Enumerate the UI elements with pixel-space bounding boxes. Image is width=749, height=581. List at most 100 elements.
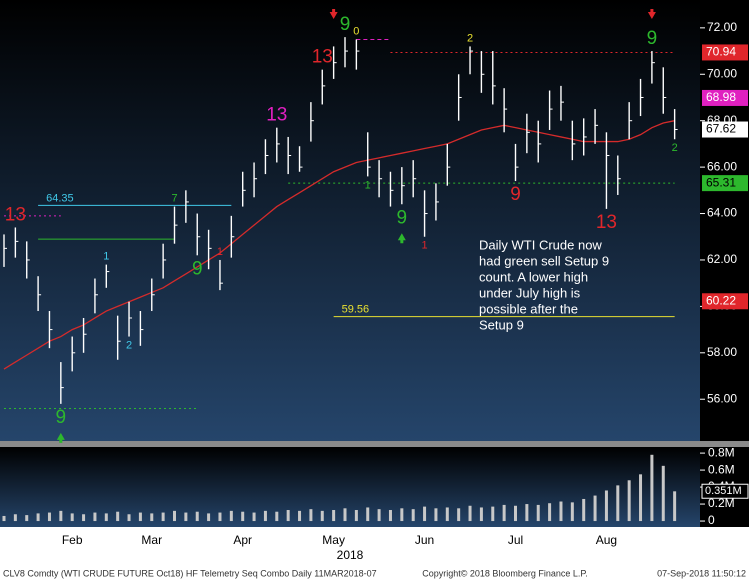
x-tick-label: Jun — [415, 533, 434, 547]
y-tick-label: 56.00 — [707, 391, 737, 405]
volume-bar — [286, 510, 290, 522]
volume-bar — [70, 513, 74, 522]
y-tick-label: 70.00 — [707, 66, 737, 80]
y-tick-label: 58.00 — [707, 345, 737, 359]
x-tick-label: Aug — [596, 533, 617, 547]
price-label-box — [702, 293, 748, 310]
td-count: 9 — [510, 184, 521, 205]
volume-bar — [150, 513, 154, 522]
volume-bar — [229, 510, 233, 522]
annotation-text: Setup 9 — [479, 317, 524, 332]
level-label: 64.35 — [46, 192, 74, 204]
td-count: 13 — [596, 212, 617, 233]
y-tick-label: 66.00 — [707, 159, 737, 173]
volume-bar — [548, 503, 552, 522]
price-label-box — [702, 175, 748, 192]
volume-bar — [661, 465, 665, 522]
td-count: 9 — [56, 407, 67, 428]
volume-bar — [116, 511, 120, 522]
x-tick-label: Apr — [233, 533, 252, 547]
volume-bar — [241, 511, 245, 522]
volume-bar — [184, 512, 188, 522]
td-count: 9 — [397, 207, 408, 228]
volume-bar — [298, 510, 302, 522]
volume-bar — [673, 491, 677, 522]
td-count: 9 — [340, 14, 351, 35]
volume-bar — [366, 507, 370, 522]
volume-bar — [161, 512, 165, 522]
x-tick-label: May — [322, 533, 345, 547]
td-count: 1 — [422, 240, 428, 252]
annotation-text: Daily WTI Crude now — [479, 237, 602, 252]
moving-average — [3, 120, 675, 370]
td-count: 1 — [365, 179, 371, 191]
volume-bar — [25, 515, 29, 522]
x-tick-label: Feb — [62, 533, 83, 547]
volume-bar — [502, 504, 506, 522]
volume-bar — [582, 498, 586, 522]
volume-bar — [343, 508, 347, 522]
price-label: 65.31 — [706, 175, 736, 189]
x-axis-label: 2018 — [337, 548, 364, 562]
x-tick-label: Mar — [141, 533, 162, 547]
annotation-text: possible after the — [479, 301, 578, 316]
td-count: 2 — [467, 32, 473, 44]
td-count: 2 — [672, 142, 678, 154]
volume-bar — [423, 506, 427, 522]
volume-bar — [263, 510, 267, 522]
volume-bar — [195, 511, 199, 522]
volume-bar — [377, 509, 381, 522]
signal-arrow — [329, 9, 338, 19]
volume-bar — [593, 495, 597, 522]
price-label: 60.22 — [706, 293, 736, 307]
volume-bar — [650, 454, 654, 522]
volume-bar — [13, 514, 17, 522]
td-count: 1 — [217, 246, 223, 258]
volume-bar — [36, 513, 40, 522]
volume-bar — [445, 507, 449, 522]
volume-bar — [138, 512, 142, 522]
footer-left: CLV8 Comdty (WTI CRUDE FUTURE Oct18) HF … — [3, 568, 377, 578]
td-count: 7 — [171, 192, 177, 204]
volume-bar — [218, 512, 222, 522]
volume-bar — [434, 508, 438, 522]
price-label: 70.94 — [706, 45, 736, 59]
volume-bar — [320, 510, 324, 522]
annotation-text: under July high is — [479, 285, 581, 300]
td-count: 9 — [647, 28, 658, 49]
price-label-box — [702, 89, 748, 106]
volume-bar — [400, 508, 404, 522]
volume-bar — [309, 509, 313, 522]
volume-bar — [559, 501, 563, 522]
td-count: 13 — [266, 105, 287, 126]
volume-bar — [252, 512, 256, 522]
volume-bar — [2, 515, 6, 522]
volume-tick-label: 0.2M — [708, 496, 735, 510]
annotation-text: had green sell Setup 9 — [479, 253, 609, 268]
volume-bar — [104, 513, 108, 522]
price-label: 68.98 — [706, 90, 736, 104]
volume-bar — [457, 508, 461, 522]
x-tick-label: Jul — [508, 533, 523, 547]
volume-last-box — [701, 483, 749, 499]
td-count: 13 — [5, 204, 26, 225]
axis-panel — [700, 0, 749, 527]
y-tick-label: 72.00 — [707, 20, 737, 34]
signal-arrow — [397, 233, 406, 244]
price-label: 67.62 — [706, 122, 736, 136]
td-count: 0 — [353, 25, 359, 37]
td-count: 2 — [126, 339, 132, 351]
volume-bar — [604, 490, 608, 522]
volume-bar — [93, 512, 97, 522]
volume-bar — [59, 510, 63, 522]
price-panel — [0, 0, 700, 441]
td-count: 13 — [312, 47, 333, 68]
volume-bar — [207, 513, 211, 522]
volume-bar — [491, 506, 495, 522]
td-count: 1 — [103, 251, 109, 263]
volume-bar — [616, 485, 620, 522]
volume-bar — [173, 510, 176, 522]
volume-bar — [525, 504, 529, 522]
volume-bar — [332, 510, 336, 522]
